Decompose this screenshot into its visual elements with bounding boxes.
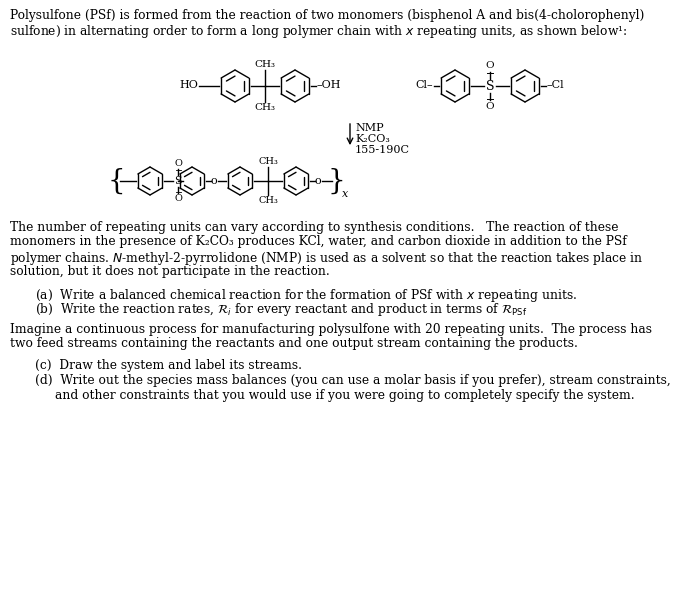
Text: (b)  Write the reaction rates, $\mathcal{R}_i$ for every reactant and product in: (b) Write the reaction rates, $\mathcal{… (35, 301, 527, 318)
Text: Imagine a continuous process for manufacturing polysulfone with 20 repeating uni: Imagine a continuous process for manufac… (10, 323, 652, 336)
Text: (a)  Write a balanced chemical reaction for the formation of PSf with $x$ repeat: (a) Write a balanced chemical reaction f… (35, 287, 577, 303)
Text: 155-190C: 155-190C (355, 145, 410, 155)
Text: CH₃: CH₃ (258, 157, 278, 166)
Text: sulfone) in alternating order to form a long polymer chain with $x$ repeating un: sulfone) in alternating order to form a … (10, 23, 627, 40)
Text: Polysulfone (PSf) is formed from the reaction of two monomers (bisphenol A and b: Polysulfone (PSf) is formed from the rea… (10, 9, 644, 22)
Text: {: { (107, 167, 125, 194)
Text: S: S (486, 79, 494, 92)
Text: o: o (211, 176, 218, 186)
Text: (c)  Draw the system and label its streams.: (c) Draw the system and label its stream… (35, 359, 302, 372)
Text: two feed streams containing the reactants and one output stream containing the p: two feed streams containing the reactant… (10, 337, 578, 350)
Text: NMP: NMP (355, 123, 384, 133)
Text: K₂CO₃: K₂CO₃ (355, 134, 390, 144)
Text: –Cl: –Cl (547, 80, 565, 90)
Text: –OH: –OH (317, 80, 342, 90)
Text: HO: HO (179, 80, 198, 90)
Text: CH₃: CH₃ (254, 60, 276, 69)
Text: CH₃: CH₃ (254, 103, 276, 112)
Text: monomers in the presence of K₂CO₃ produces KCl, water, and carbon dioxide in add: monomers in the presence of K₂CO₃ produc… (10, 235, 626, 249)
Text: O: O (174, 159, 182, 168)
Text: O: O (486, 61, 494, 70)
Text: O: O (174, 194, 182, 203)
Text: and other constraints that you would use if you were going to completely specify: and other constraints that you would use… (55, 389, 635, 402)
Text: o: o (315, 176, 322, 186)
Text: O: O (486, 102, 494, 111)
Text: The number of repeating units can vary according to synthesis conditions.   The : The number of repeating units can vary a… (10, 221, 618, 234)
Text: x: x (342, 189, 349, 199)
Text: (d)  Write out the species mass balances (you can use a molar basis if you prefe: (d) Write out the species mass balances … (35, 374, 671, 387)
Text: S: S (174, 176, 182, 186)
Text: CH₃: CH₃ (258, 196, 278, 205)
Text: }: } (327, 167, 345, 194)
Text: solution, but it does not participate in the reaction.: solution, but it does not participate in… (10, 265, 330, 278)
Text: polymer chains. $N$-methyl-2-pyrrolidone (NMP) is used as a solvent so that the : polymer chains. $N$-methyl-2-pyrrolidone… (10, 250, 643, 267)
Text: Cl–: Cl– (415, 80, 433, 90)
